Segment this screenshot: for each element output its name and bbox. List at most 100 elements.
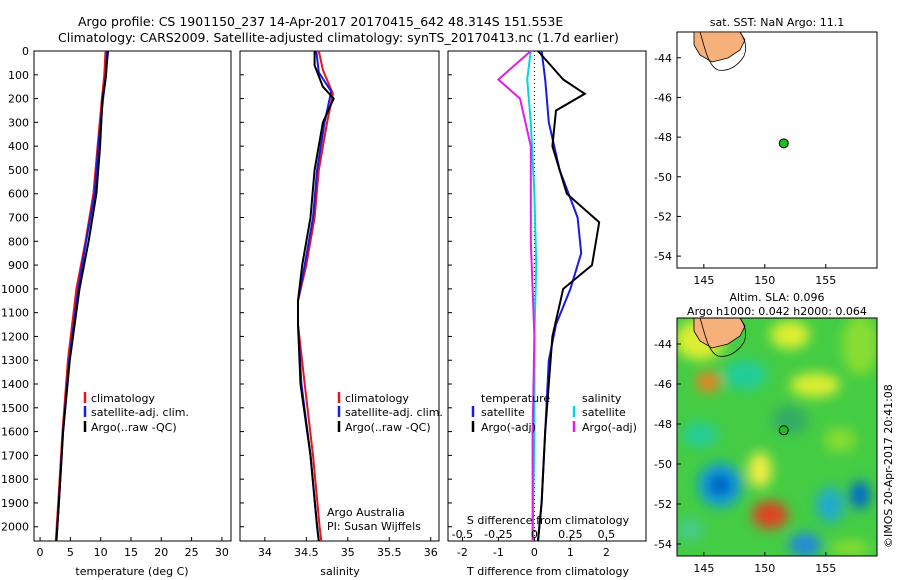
x-tick-label: -1: [493, 546, 504, 559]
x-tick-label: 36: [424, 546, 438, 559]
depth-tick-label: 500: [8, 164, 29, 177]
x-tick-label: 35.5: [377, 546, 402, 559]
series-line-climatology: [54, 50, 107, 542]
sst-map-frame: [676, 31, 878, 269]
depth-axis: 0 100 200 300 400 500 600 700 800 900 1000 1100 1200…: [1, 45, 452, 534]
map-x-tick-label: 150: [754, 274, 775, 287]
map-y-tick-label: -54: [654, 538, 672, 551]
legend-label-s-satellite: satellite: [582, 406, 626, 419]
map-y-tick-label: -46: [654, 378, 672, 391]
depth-tick-label: 0: [22, 45, 29, 58]
series-line-s-satellite: [526, 50, 538, 542]
x-tick-label: 25: [185, 546, 199, 559]
map-y-tick-label: -44: [654, 338, 672, 351]
depth-tick-label: 700: [8, 212, 29, 225]
x-tick-label: 0: [37, 546, 44, 559]
map-y-tick-label: -50: [654, 458, 672, 471]
sla-map-title2: Argo h1000: 0.042 h2000: 0.064: [687, 305, 867, 318]
map-y-tick-label: -44: [654, 52, 672, 65]
series-line-t-argo-adj-: [537, 50, 601, 542]
depth-tick-label: 1800: [1, 473, 29, 486]
temperature-x-ticks: 0 5 10 15 20 25 30: [37, 537, 229, 559]
sla-map-ticks: 145 150 155 -44 -46 -48 -50 -52 -54: [654, 338, 836, 575]
salinity-series: [297, 50, 335, 542]
sla-map-title1: Altim. SLA: 0.096: [729, 291, 824, 304]
footer-stamp: ©IMOS 20-Apr-2017 20:41:08: [882, 384, 895, 548]
salinity-panel: 34 34.5 35 35.5 36 salinity climatology sate…: [239, 50, 443, 578]
difference-series: [496, 50, 601, 542]
map-x-tick-label: 145: [693, 562, 714, 575]
x-tick-label: 34.5: [294, 546, 319, 559]
x-tick-label: -2: [457, 546, 468, 559]
legend-heading-salinity: salinity: [582, 392, 622, 405]
x-tick-label: 34: [258, 546, 272, 559]
map-x-tick-label: 155: [815, 274, 836, 287]
difference-xlabel: T difference from climatology: [466, 565, 629, 578]
s-diff-tick-label: -0.25: [484, 528, 512, 541]
legend-label-argo: Argo(..raw -QC): [345, 421, 431, 434]
salinity-x-ticks: 34 34.5 35 35.5 36: [258, 537, 438, 559]
temperature-series: [54, 50, 109, 542]
map-x-tick-label: 155: [815, 562, 836, 575]
map-y-tick-label: -52: [654, 498, 672, 511]
s-diff-tick-label: 0.25: [558, 528, 583, 541]
legend-label-climatology: climatology: [91, 392, 155, 405]
legend-label-t-satellite: satellite: [481, 406, 525, 419]
salinity-legend: climatology satellite-adj. clim. Argo(..…: [337, 392, 443, 434]
x-tick-label: 0: [531, 546, 538, 559]
legend-label-t-argo: Argo(-adj): [481, 421, 536, 434]
legend-label-satellite: satellite-adj. clim.: [345, 406, 443, 419]
sla-contour: [699, 318, 747, 357]
depth-tick-label: 1600: [1, 426, 29, 439]
temperature-xlabel: temperature (deg C): [75, 565, 188, 578]
sst-map-ticks: 145 150 155 -44 -46 -48 -50 -52 -54: [654, 52, 836, 287]
difference-frame: [447, 50, 647, 542]
map-x-tick-label: 145: [693, 274, 714, 287]
legend-label-argo: Argo(..raw -QC): [91, 421, 177, 434]
s-diff-tick-label: -0.5: [452, 528, 473, 541]
map-y-tick-label: -54: [654, 250, 672, 263]
x-tick-label: 10: [94, 546, 108, 559]
x-tick-label: 2: [603, 546, 610, 559]
x-tick-label: 35: [341, 546, 355, 559]
depth-tick-label: 200: [8, 93, 29, 106]
map-y-tick-label: -46: [654, 91, 672, 104]
difference-panel: -2 -1 0 1 2 T difference from climatology S …: [447, 50, 647, 578]
series-line-argo-raw-qc-: [55, 50, 109, 542]
sst-map: sat. SST: NaN Argo: 11.1 145 150 155 -44 -46…: [654, 16, 878, 287]
depth-tick-label: 1700: [1, 449, 29, 462]
depth-tick-label: 1000: [1, 283, 29, 296]
depth-tick-label: 600: [8, 188, 29, 201]
depth-tick-label: 100: [8, 69, 29, 82]
map-y-tick-label: -48: [654, 131, 672, 144]
depth-tick-label: 1500: [1, 402, 29, 415]
sst-argo-float-marker: [778, 138, 789, 149]
series-line-argo-raw-qc-: [297, 51, 335, 542]
difference-xlabel-top: S difference from climatology: [467, 514, 630, 527]
sla-map-frame: [676, 317, 878, 557]
map-x-tick-label: 150: [754, 562, 775, 575]
depth-tick-label: 1100: [1, 307, 29, 320]
depth-tick-label: 1300: [1, 354, 29, 367]
salinity-diff-ticks: -0.5 -0.25 0 0.25 0.5: [452, 528, 615, 541]
depth-tick-label: 300: [8, 116, 29, 129]
x-tick-label: 20: [154, 546, 168, 559]
x-tick-label: 15: [124, 546, 138, 559]
legend-heading-temperature: temperature: [481, 392, 550, 405]
sla-field: [677, 318, 877, 556]
x-tick-label: 1: [567, 546, 574, 559]
legend-label-satellite: satellite-adj. clim.: [91, 406, 189, 419]
series-line-climatology: [297, 50, 334, 542]
temperature-legend: climatology satellite-adj. clim. Argo(..…: [83, 392, 189, 434]
sla-blobs: [677, 318, 877, 556]
map-y-tick-label: -48: [654, 418, 672, 431]
temperature-panel: 0100200300400500600700800900100011001200…: [1, 45, 452, 578]
depth-tick-label: 1200: [1, 330, 29, 343]
legend-label-s-argo: Argo(-adj): [582, 421, 637, 434]
s-diff-tick-label: 0: [531, 528, 538, 541]
legend-label-climatology: climatology: [345, 392, 409, 405]
difference-legend: temperature satellite Argo(-adj) salinit…: [471, 392, 637, 434]
depth-tick-label: 400: [8, 140, 29, 153]
difference-x-ticks: -2 -1 0 1 2: [457, 537, 610, 559]
